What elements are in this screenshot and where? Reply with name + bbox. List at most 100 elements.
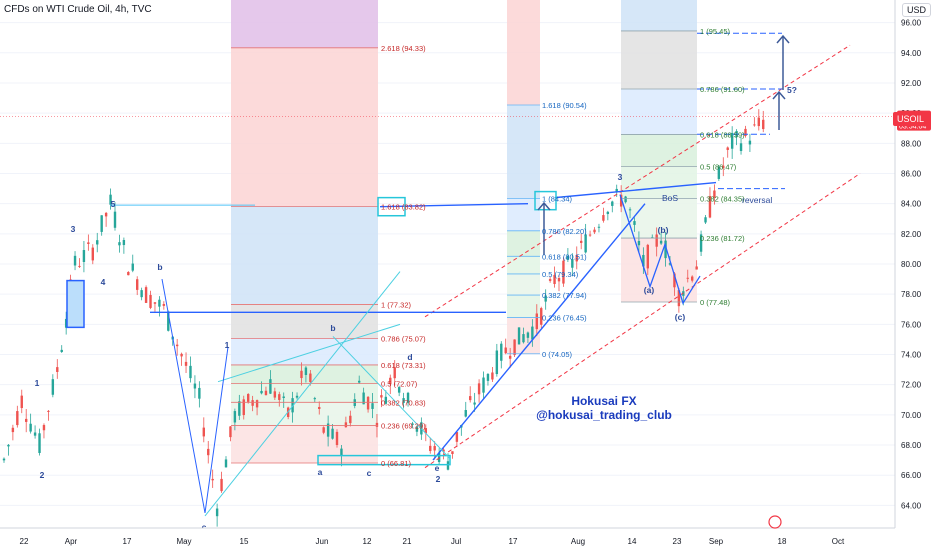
fib-zone xyxy=(507,256,540,274)
fib-level-label: 0.618 (73.31) xyxy=(381,361,426,370)
candle-body xyxy=(82,250,86,263)
candle-body xyxy=(659,240,663,244)
candle-body xyxy=(291,398,294,413)
candle-body xyxy=(389,377,392,385)
bos-label: BoS xyxy=(662,193,678,203)
candle-body xyxy=(326,423,330,437)
candle-body xyxy=(153,302,157,304)
price-tick-label: 72.00 xyxy=(901,381,922,390)
candle-body xyxy=(429,445,432,452)
chart-title: CFDs on WTI Crude Oil, 4h, TVC xyxy=(4,4,152,15)
candle-body xyxy=(189,365,192,379)
candle-body xyxy=(344,422,348,428)
candle-body xyxy=(553,274,556,285)
fib-zone xyxy=(507,273,540,296)
fib-level-label: 0.382 (70.83) xyxy=(381,398,426,407)
fib-level-label: 1.618 (90.54) xyxy=(542,101,587,110)
fib-level-label: 0.786 (91.60) xyxy=(700,85,745,94)
wave-label: a xyxy=(318,467,323,477)
candle-body xyxy=(691,276,694,281)
fib-zone xyxy=(231,338,378,365)
up-arrow xyxy=(537,201,551,211)
candle-body xyxy=(535,313,538,330)
candle-body xyxy=(531,326,534,340)
candle-body xyxy=(686,277,689,279)
candle-body xyxy=(655,234,658,247)
candle-body xyxy=(113,211,117,228)
candle-body xyxy=(340,448,343,456)
candle-body xyxy=(366,396,370,410)
candle-body xyxy=(304,367,308,375)
candle-body xyxy=(464,410,467,417)
fib-level-label: 0.786 (75.07) xyxy=(381,334,426,343)
time-tick-label: Aug xyxy=(571,537,585,546)
candle-body xyxy=(167,311,170,331)
candle-body xyxy=(260,390,263,394)
symbol-badge: USOIL xyxy=(892,112,928,126)
candle-body xyxy=(597,226,601,228)
fib-zone xyxy=(621,166,697,199)
grid-lines xyxy=(0,22,895,506)
candle-body xyxy=(397,387,401,393)
candle-body xyxy=(762,119,765,130)
candle-body xyxy=(495,350,499,375)
candle-body xyxy=(602,215,605,221)
fib-zone xyxy=(231,47,378,207)
candle-body xyxy=(500,343,503,361)
fib-zone xyxy=(507,295,540,318)
candle-body xyxy=(78,265,81,267)
watermark-line1: Hokusai FX xyxy=(571,394,636,408)
highlight-box xyxy=(534,190,557,211)
candle-body xyxy=(264,390,268,396)
candle-body xyxy=(180,353,183,357)
candle-body xyxy=(322,427,325,433)
price-tick-label: 74.00 xyxy=(901,351,922,360)
fib-zone xyxy=(621,0,697,31)
candle-body xyxy=(273,391,277,398)
candle-body xyxy=(744,128,747,136)
candle-body xyxy=(406,392,410,403)
price-tick-label: 64.00 xyxy=(901,501,922,510)
fib-level-label: 0.5 (86.47) xyxy=(700,162,737,171)
candle-body xyxy=(184,361,188,366)
candle-body xyxy=(229,426,232,438)
candle-body xyxy=(584,234,587,253)
candle-body xyxy=(193,383,197,389)
candle-body xyxy=(424,428,427,434)
candle-body xyxy=(411,423,414,425)
candle-body xyxy=(722,165,725,169)
time-tick-label: Oct xyxy=(832,537,845,546)
candle-body xyxy=(51,379,55,395)
candle-body xyxy=(557,278,561,282)
candle-body xyxy=(708,196,712,218)
candle-body xyxy=(415,426,419,432)
candle-body xyxy=(11,427,15,433)
candle-body xyxy=(60,349,63,352)
wave-label: c xyxy=(367,468,372,478)
candle-body xyxy=(371,403,374,409)
candle-body xyxy=(220,478,223,492)
candle-body xyxy=(318,406,321,409)
fib-zone xyxy=(621,30,697,90)
time-tick-label: 14 xyxy=(628,537,637,546)
fib-level-label: 1 (77.32) xyxy=(381,300,412,309)
candle-body xyxy=(664,240,667,259)
candle-body xyxy=(2,458,6,461)
candle-body xyxy=(548,279,552,281)
time-tick-label: Sep xyxy=(709,537,724,546)
wave-label: 5 xyxy=(111,199,116,209)
candle-body xyxy=(544,295,547,302)
candle-body xyxy=(358,380,361,383)
price-tick-label: 84.00 xyxy=(901,200,922,209)
reversal-label: reversal xyxy=(742,195,772,205)
candle-body xyxy=(64,318,68,328)
time-tick-label: 15 xyxy=(240,537,249,546)
up-arrow xyxy=(772,90,786,100)
fib-zone xyxy=(507,0,540,105)
price-axis-bg xyxy=(895,0,932,550)
candle-body xyxy=(91,247,94,261)
candle-body xyxy=(611,201,614,206)
candle-body xyxy=(615,188,618,192)
time-tick-label: 22 xyxy=(20,537,29,546)
